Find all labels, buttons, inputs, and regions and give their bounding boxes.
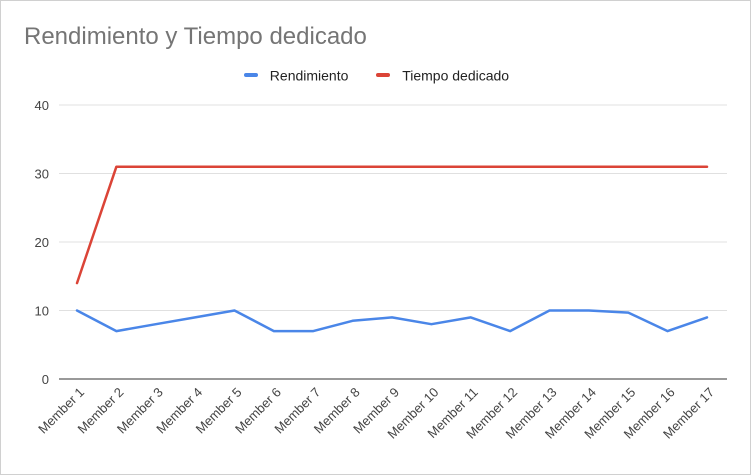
y-tick-label-40: 40 [35, 98, 49, 113]
y-tick-label-10: 10 [35, 304, 49, 319]
series-line-tiempo-dedicado [77, 167, 707, 283]
y-tick-label-20: 20 [35, 235, 49, 250]
series-line-rendimiento [77, 311, 707, 332]
y-tick-label-0: 0 [42, 372, 49, 387]
y-tick-label-30: 30 [35, 167, 49, 182]
